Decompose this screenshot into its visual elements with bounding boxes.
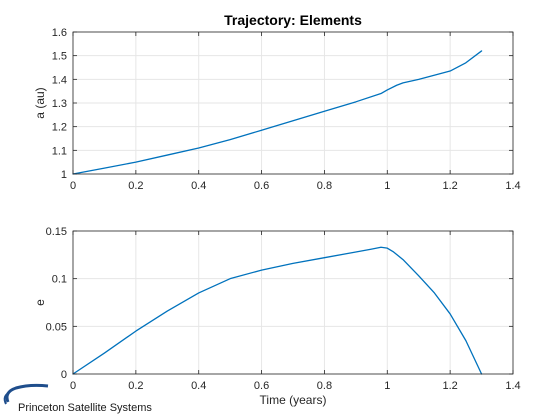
y-tick-label: 0.05: [46, 321, 67, 333]
x-tick-label: 0.6: [254, 380, 269, 392]
x-tick-label: 0.2: [128, 180, 143, 192]
bottom-axes-eccentricity: 0 0.2 0.4 0.6 0.8 1 1.2 1.4 0 0.05 0.1 0.15: [46, 226, 521, 392]
bottom-y-axis-label: e: [33, 299, 47, 306]
y-tick-label: 0: [61, 369, 67, 381]
y-tick-label: 1.1: [52, 145, 67, 157]
y-tick-label: 1.2: [52, 122, 67, 134]
series-line: [72, 246, 483, 375]
x-tick-label: 0.8: [317, 380, 332, 392]
x-tick-label: 0.2: [128, 380, 143, 392]
y-tick-label: 0.1: [52, 274, 67, 286]
x-tick-label: 1.4: [505, 380, 520, 392]
top-y-axis-label: a (au): [33, 87, 47, 118]
x-tick-label: 1.2: [442, 180, 457, 192]
y-tick-label: 1.4: [52, 74, 67, 86]
x-tick-label: 1: [384, 380, 390, 392]
x-tick-label: 0.4: [191, 380, 206, 392]
princeton-logo: Princeton Satellite Systems: [3, 383, 152, 414]
x-tick-label: 0.4: [191, 180, 206, 192]
y-tick-label: 1: [61, 169, 67, 181]
x-tick-label: 1.2: [442, 380, 457, 392]
x-tick-label: 0.8: [317, 180, 332, 192]
x-tick-label: 0: [70, 180, 76, 192]
axes-box: [72, 230, 514, 375]
logo-text: Princeton Satellite Systems: [18, 402, 152, 414]
x-tick-label: 0: [70, 380, 76, 392]
y-tick-label: 1.6: [52, 27, 67, 39]
bottom-x-axis-label: Time (years): [260, 393, 327, 407]
plot-area: [73, 231, 513, 374]
x-tick-label: 1.4: [505, 180, 520, 192]
y-tick-label: 1.3: [52, 98, 67, 110]
y-tick-label: 1.5: [52, 51, 67, 63]
y-tick-label: 0.15: [46, 226, 67, 238]
series-line: [72, 50, 483, 175]
x-tick-label: 1: [384, 180, 390, 192]
logo-arc-icon: [5, 383, 49, 403]
chart-title: Trajectory: Elements: [224, 12, 362, 28]
top-axes-semimajor-axis: 0 0.2 0.4 0.6 0.8 1 1.2 1.4 1 1.1 1.2 1.3 1.4 1.5 1.6: [52, 27, 521, 192]
logo-swoosh-icon: [3, 391, 11, 405]
x-tick-label: 0.6: [254, 180, 269, 192]
